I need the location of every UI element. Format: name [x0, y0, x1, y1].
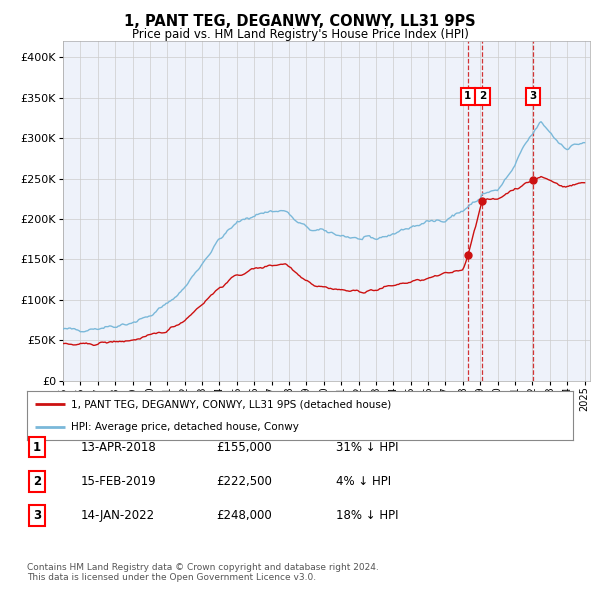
Text: 31% ↓ HPI: 31% ↓ HPI: [336, 441, 398, 454]
Text: 15-FEB-2019: 15-FEB-2019: [81, 475, 157, 488]
Text: 2: 2: [33, 475, 41, 488]
Text: £155,000: £155,000: [216, 441, 272, 454]
Text: 2: 2: [479, 91, 486, 101]
Text: Contains HM Land Registry data © Crown copyright and database right 2024.
This d: Contains HM Land Registry data © Crown c…: [27, 563, 379, 582]
Text: 14-JAN-2022: 14-JAN-2022: [81, 509, 155, 522]
Text: 1: 1: [464, 91, 472, 101]
Text: Price paid vs. HM Land Registry's House Price Index (HPI): Price paid vs. HM Land Registry's House …: [131, 28, 469, 41]
Text: 18% ↓ HPI: 18% ↓ HPI: [336, 509, 398, 522]
Text: 4% ↓ HPI: 4% ↓ HPI: [336, 475, 391, 488]
Text: 13-APR-2018: 13-APR-2018: [81, 441, 157, 454]
Text: 1, PANT TEG, DEGANWY, CONWY, LL31 9PS (detached house): 1, PANT TEG, DEGANWY, CONWY, LL31 9PS (d…: [71, 399, 391, 409]
Text: HPI: Average price, detached house, Conwy: HPI: Average price, detached house, Conw…: [71, 422, 299, 432]
Text: £222,500: £222,500: [216, 475, 272, 488]
Text: 3: 3: [530, 91, 537, 101]
Text: £248,000: £248,000: [216, 509, 272, 522]
Text: 1, PANT TEG, DEGANWY, CONWY, LL31 9PS: 1, PANT TEG, DEGANWY, CONWY, LL31 9PS: [124, 14, 476, 28]
Text: 3: 3: [33, 509, 41, 522]
Text: 1: 1: [33, 441, 41, 454]
